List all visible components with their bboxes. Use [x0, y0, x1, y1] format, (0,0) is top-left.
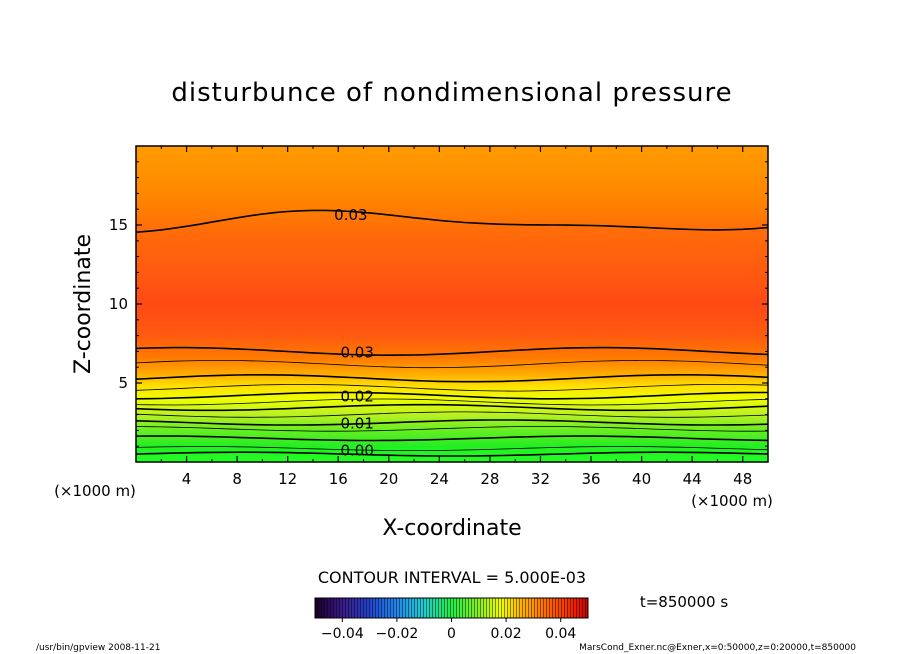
footer-right: MarsCond_Exner.nc@Exner,x=0:50000,z=0:20…	[579, 643, 856, 653]
contour-label: 0.02	[340, 388, 373, 406]
contour-line	[136, 451, 768, 457]
contour-line	[136, 426, 768, 432]
x-tick-label: 20	[379, 470, 398, 488]
colorbar-ticks: −0.04 −0.02 0 0.02 0.04	[321, 618, 576, 642]
contour-line	[136, 403, 768, 412]
z-unit-note: (×1000 m)	[54, 482, 136, 500]
y-axis-title: Z-coordinate	[71, 234, 96, 374]
colorbar-tick-label: −0.04	[321, 626, 364, 642]
contour-line	[136, 359, 768, 369]
y-tick-label: 10	[109, 295, 128, 313]
contour-label: 0.00	[340, 441, 373, 459]
x-axis-title: X-coordinate	[382, 516, 521, 541]
x-tick-label: 48	[733, 470, 752, 488]
contour-line-upper	[136, 209, 768, 233]
y-axis: 5 10 15	[109, 161, 768, 447]
x-tick-label: 4	[182, 470, 192, 488]
contour-line	[136, 446, 768, 451]
x-tick-label: 12	[278, 470, 297, 488]
time-label: t=850000 s	[640, 593, 728, 611]
contour-line	[136, 398, 768, 406]
x-tick-label: 36	[581, 470, 600, 488]
contour-label: 0.01	[340, 415, 373, 433]
x-unit-note: (×1000 m)	[691, 492, 773, 510]
contour-line	[136, 383, 768, 392]
contour-line	[136, 419, 768, 426]
colorbar-tick-label: 0	[447, 626, 456, 642]
y-tick-label: 5	[118, 374, 128, 392]
plot-area	[136, 146, 768, 462]
chart-title: disturbunce of nondimensional pressure	[171, 78, 732, 108]
contour-label: 0.03	[334, 206, 367, 224]
contour-lines	[136, 209, 768, 457]
contour-label: 0.03	[340, 343, 373, 361]
x-tick-label: 16	[329, 470, 348, 488]
contour-line	[136, 435, 768, 442]
x-axis: 4 8 12 16 20 24 28 32 36 40 44 48	[160, 146, 752, 488]
colorbar-tick-label: 0.02	[491, 626, 522, 642]
x-tick-label: 28	[480, 470, 499, 488]
colorbar-stripes	[315, 598, 588, 618]
contour-line	[136, 374, 768, 383]
footer-left: /usr/bin/gpview 2008-11-21	[36, 643, 160, 653]
colorbar-tick-label: −0.02	[375, 626, 418, 642]
colorbar: −0.04 −0.02 0 0.02 0.04	[314, 597, 589, 642]
contour-interval-text: CONTOUR INTERVAL = 5.000E-03	[318, 568, 586, 587]
x-tick-label: 32	[531, 470, 550, 488]
contour-line	[136, 391, 768, 400]
colorbar-tick-label: 0.04	[545, 626, 576, 642]
contour-line	[136, 411, 768, 418]
x-tick-label: 40	[632, 470, 651, 488]
contour-labels: 0.00 0.01 0.02 0.03 0.03	[334, 206, 374, 459]
x-tick-label: 24	[430, 470, 449, 488]
filled-contours	[136, 146, 768, 462]
x-tick-label: 8	[232, 470, 242, 488]
contour-line	[136, 346, 768, 357]
y-tick-label: 15	[109, 216, 128, 234]
x-tick-label: 44	[683, 470, 702, 488]
